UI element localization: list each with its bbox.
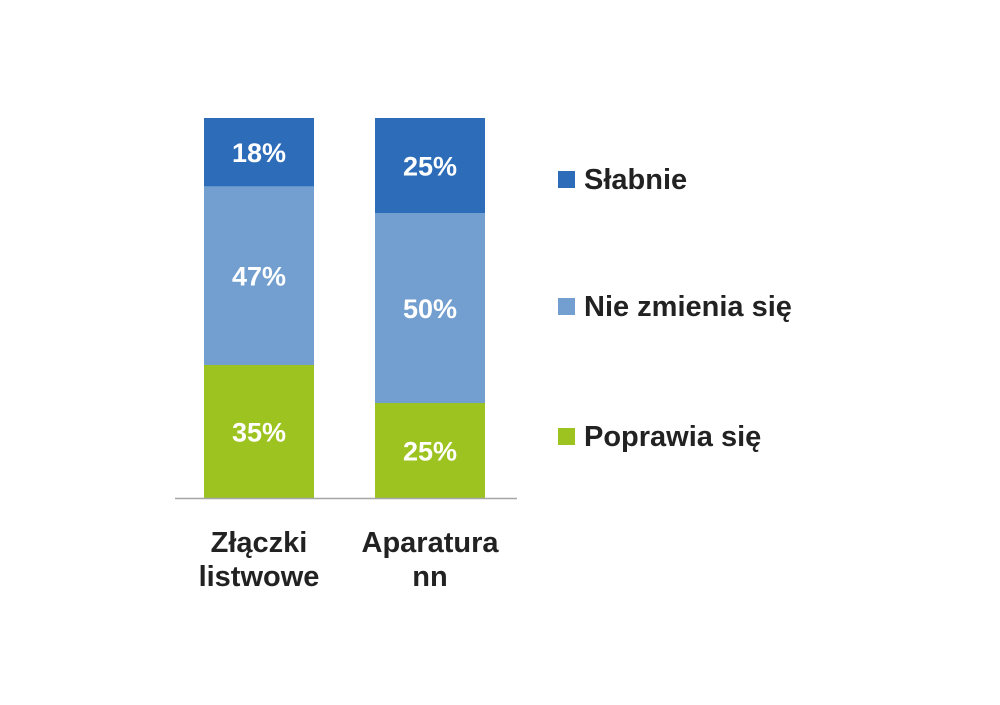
legend-swatch — [558, 171, 575, 188]
data-label: 18% — [232, 138, 286, 168]
x-tick-label-line: Złączki — [211, 527, 308, 559]
legend: Słabnie Nie zmienia się Poprawia się — [558, 164, 792, 453]
x-tick-label-line: Aparatura — [362, 527, 500, 559]
x-tick-label-line: nn — [412, 561, 447, 593]
legend-swatch — [558, 298, 575, 315]
bars-layer — [204, 118, 485, 498]
bar-segment — [204, 118, 314, 187]
bar-segment — [375, 118, 485, 213]
legend-swatch — [558, 428, 575, 445]
bar-segment — [204, 186, 314, 365]
data-label: 25% — [403, 437, 457, 467]
legend-label: Nie zmienia się — [584, 291, 792, 323]
data-label: 50% — [403, 294, 457, 324]
bar-segment — [375, 213, 485, 403]
bar-segment — [204, 365, 314, 498]
legend-label: Poprawia się — [584, 421, 761, 453]
legend-label: Słabnie — [584, 164, 687, 196]
data-labels-layer: 35% 47% 18% 25% 50% 25% — [232, 138, 457, 466]
x-axis: Złączki listwowe Aparatura nn — [175, 497, 517, 593]
data-label: 25% — [403, 152, 457, 182]
data-label: 47% — [232, 262, 286, 292]
x-tick-label: Złączki listwowe — [199, 527, 320, 593]
bar-segment — [375, 403, 485, 498]
x-tick-label-line: listwowe — [199, 561, 320, 593]
data-label: 35% — [232, 418, 286, 448]
x-tick-label: Aparatura nn — [362, 527, 500, 593]
